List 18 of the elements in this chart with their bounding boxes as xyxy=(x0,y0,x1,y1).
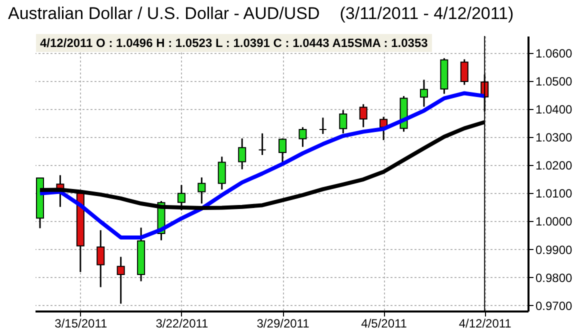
y-tick-label: 0.9900 xyxy=(536,242,573,257)
y-tick-label: 1.0200 xyxy=(536,158,573,173)
y-tick-label: 1.0300 xyxy=(536,130,573,145)
y-tick-label: 1.0400 xyxy=(536,102,573,116)
y-tick-label: 1.0500 xyxy=(536,74,573,88)
annotation: 4/12/2011 O : 1.0496 H : 1.0523 L : 1.0391 C : 1.0443 A15SMA : 1.0353 xyxy=(36,34,432,52)
x-tick-label: 3/15/2011 xyxy=(54,316,108,330)
x-tick-label: 3/29/2011 xyxy=(256,316,310,330)
x-tick-label: 3/22/2011 xyxy=(156,316,209,330)
x-tick-label: 4/12/2011 xyxy=(458,316,512,330)
chart-subtitle: (3/11/2011 - 4/12/2011) xyxy=(340,4,514,23)
y-tick-label: 1.0600 xyxy=(536,46,573,60)
x-tick-label: 4/5/2011 xyxy=(361,316,408,330)
y-tick-label: 0.9700 xyxy=(536,298,573,313)
y-tick-label: 0.9800 xyxy=(536,270,573,285)
y-tick-label: 1.0000 xyxy=(536,214,573,229)
chart-title: Australian Dollar / U.S. Dollar - AUD/USD xyxy=(8,4,320,23)
y-tick-label: 1.0100 xyxy=(536,186,573,201)
